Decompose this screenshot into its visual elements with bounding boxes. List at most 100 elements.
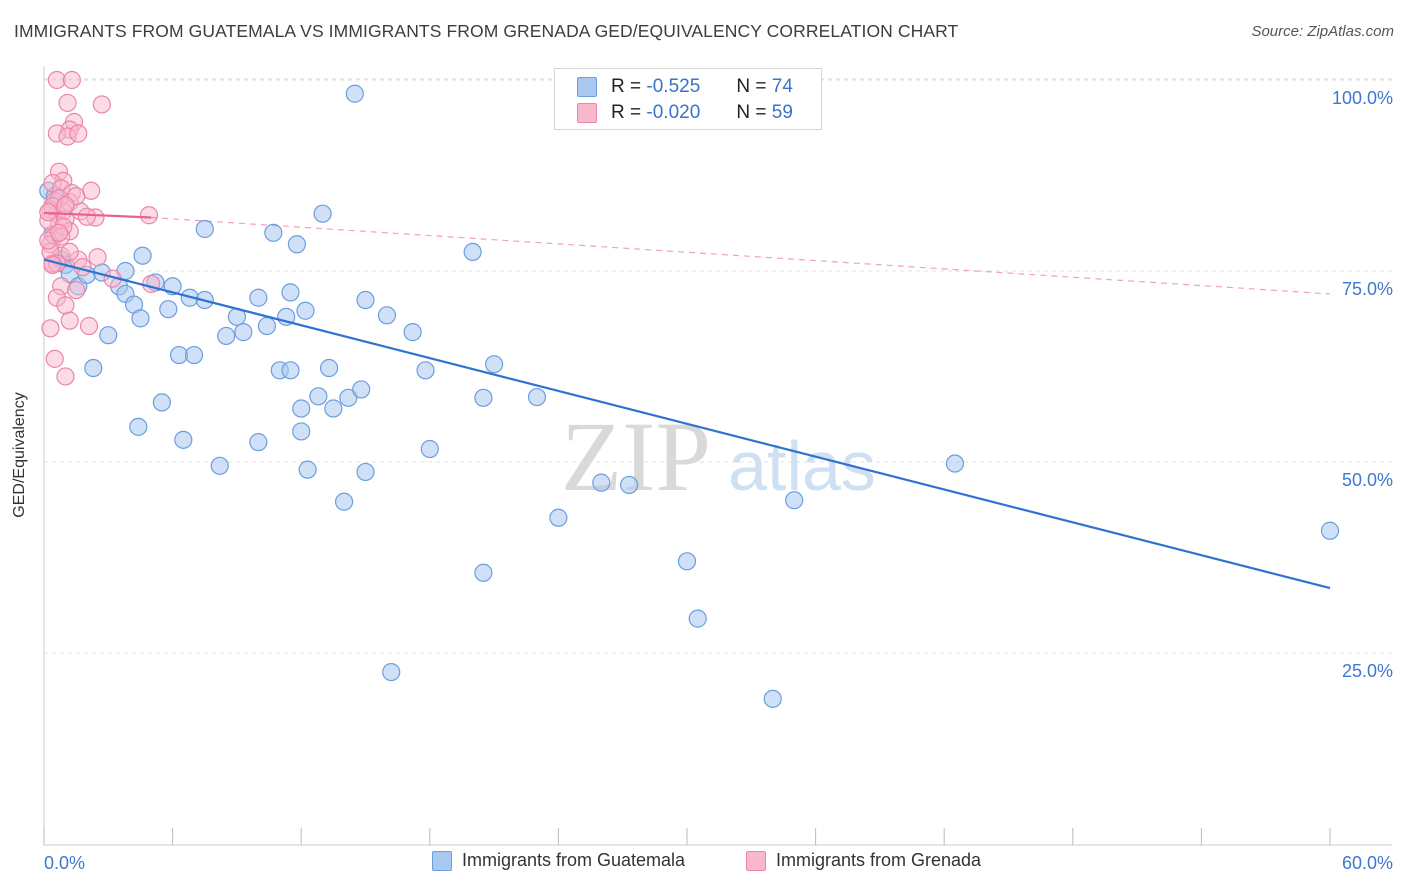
legend-swatch-guatemala [432,850,452,871]
y-tick-label: 25.0% [1342,661,1393,681]
point-guatemala [592,473,611,492]
point-grenada [142,274,161,294]
y-tick-label: 75.0% [1342,279,1393,299]
point-guatemala [382,662,401,682]
legend-swatch-grenada [746,850,766,871]
point-grenada [67,281,86,300]
r-value-grenada: -0.020 [646,102,701,123]
legend-label-guatemala: Immigrants from Guatemala [462,850,686,870]
point-guatemala [688,609,707,628]
x-tick-label-min: 0.0% [44,853,85,873]
point-guatemala [152,393,171,412]
point-guatemala [485,355,504,374]
point-guatemala [292,422,311,441]
point-grenada [49,223,69,242]
y-tick-label: 50.0% [1342,470,1393,490]
point-grenada [69,124,88,143]
point-grenada [43,255,62,274]
point-grenada [56,196,75,215]
point-grenada [60,242,79,261]
legend-item-grenada[interactable]: Immigrants from Grenada [746,850,981,871]
point-guatemala [217,326,236,346]
swatch-guatemala [577,77,597,97]
watermark-zip: ZIP [561,401,711,512]
point-guatemala [133,246,152,265]
point-grenada [92,95,111,114]
point-guatemala [620,475,639,495]
stats-row-guatemala: R = -0.525 N = 74 [577,74,793,100]
point-guatemala [763,689,782,708]
stats-row-grenada: R = -0.020 N = 59 [577,100,793,126]
point-guatemala [527,387,547,407]
n-label: N = [736,76,767,97]
x-tick-label-max: 60.0% [1342,853,1393,873]
y-tick-label: 100.0% [1332,88,1393,108]
point-guatemala [292,399,311,418]
n-value-guatemala: 74 [771,76,793,97]
point-grenada [88,248,107,267]
point-guatemala [298,460,317,479]
point-guatemala [129,417,148,436]
point-guatemala [356,290,375,310]
bottom-legend: Immigrants from Guatemala Immigrants fro… [0,850,1406,880]
point-guatemala [309,387,328,406]
r-label: R = [611,102,642,123]
point-grenada [77,207,96,226]
point-guatemala [131,309,150,328]
legend-item-guatemala[interactable]: Immigrants from Guatemala [432,850,685,871]
chart-title: IMMIGRANTS FROM GUATEMALA VS IMMIGRANTS … [14,21,959,41]
point-guatemala [287,235,307,254]
legend-label-grenada: Immigrants from Grenada [776,850,982,870]
point-guatemala [420,439,439,459]
point-guatemala [324,399,343,418]
point-guatemala [296,301,315,320]
point-grenada [139,206,159,225]
point-guatemala [184,345,204,365]
point-guatemala [463,242,482,261]
point-guatemala [345,84,364,103]
stats-legend: R = -0.525 N = 74 R = -0.020 N = 59 [554,68,822,130]
point-guatemala [99,326,118,345]
swatch-grenada [577,103,597,123]
point-guatemala [677,552,697,571]
point-guatemala [474,563,493,582]
point-guatemala [339,388,358,407]
point-grenada [56,367,75,386]
point-guatemala [264,223,283,242]
point-guatemala [249,433,268,452]
point-guatemala [416,361,435,380]
point-grenada [60,311,79,330]
n-label: N = [736,102,767,123]
point-guatemala [84,358,103,378]
trendline-grenada-extended [151,216,1331,295]
point-guatemala [334,492,354,511]
point-grenada [56,296,75,315]
point-guatemala [945,454,965,473]
r-label: R = [611,76,642,97]
trendline-guatemala [43,258,1331,590]
point-guatemala [319,358,339,378]
n-value-grenada: 59 [771,102,793,123]
point-guatemala [174,430,193,449]
point-grenada [45,349,64,368]
point-grenada [41,319,60,338]
point-guatemala [257,316,277,336]
point-guatemala [403,323,422,342]
point-guatemala [281,283,300,302]
point-guatemala [1320,521,1340,540]
point-guatemala [474,388,493,407]
point-guatemala [352,380,371,399]
r-value-guatemala: -0.525 [646,76,701,97]
source-label: Source: ZipAtlas.com [1251,23,1394,40]
point-guatemala [549,508,568,527]
point-grenada [58,93,77,113]
point-guatemala [195,219,214,239]
trendline-grenada [43,211,152,219]
point-guatemala [377,306,397,325]
point-guatemala [234,323,253,342]
point-guatemala [313,204,332,223]
point-guatemala [785,491,804,510]
point-guatemala [281,361,300,380]
point-grenada [62,70,81,90]
